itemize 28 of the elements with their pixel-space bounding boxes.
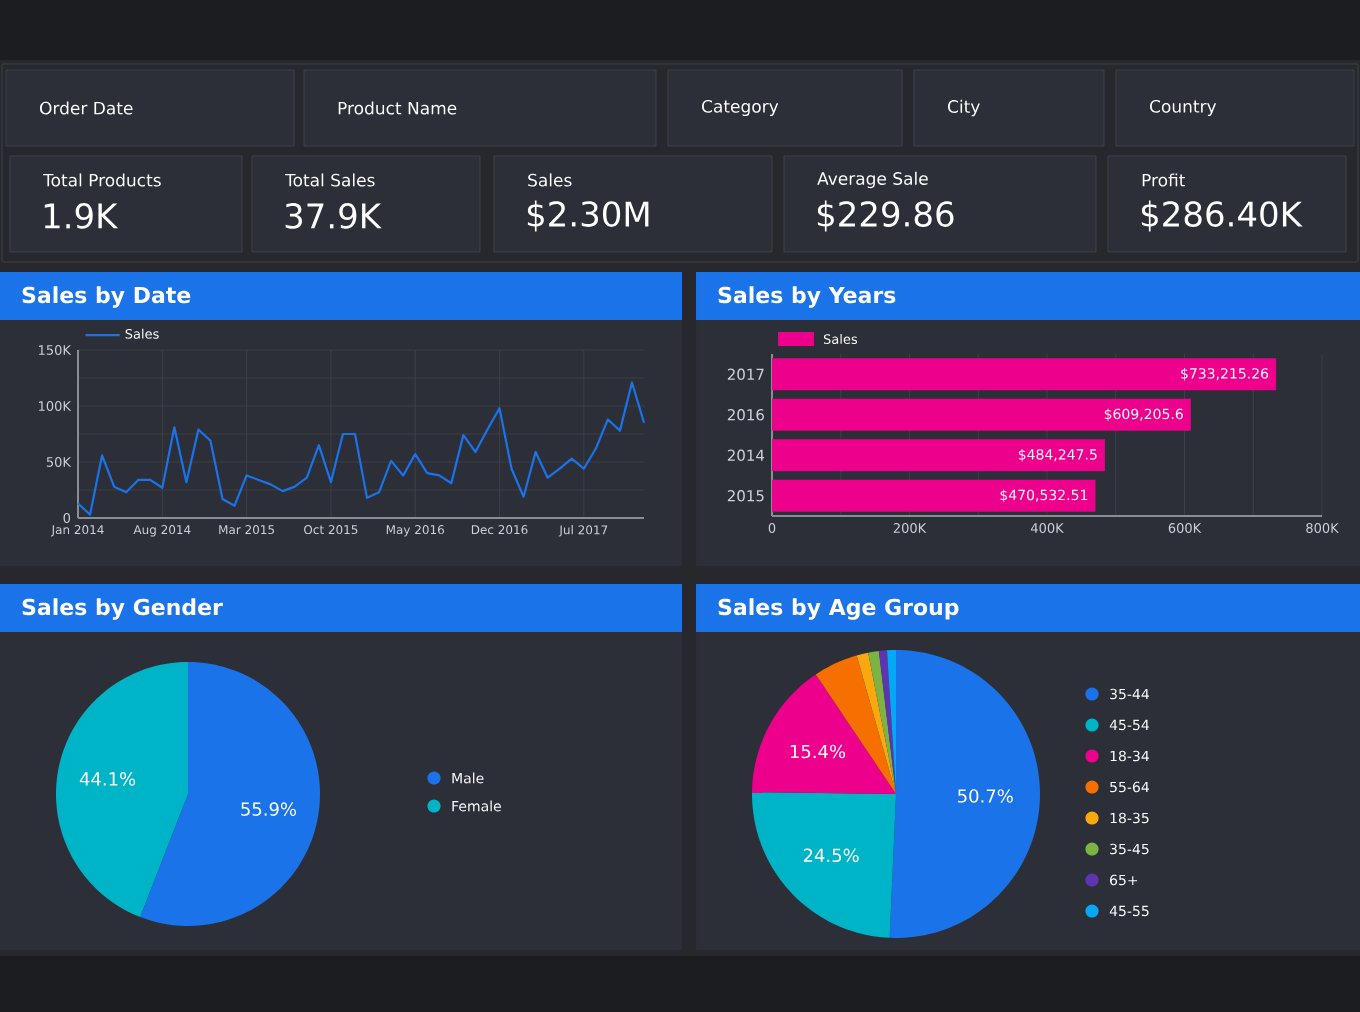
text: Product Name (338, 101, 457, 115)
text: Sales (528, 173, 572, 187)
chart-title: Sales by Age Group (718, 598, 959, 620)
bar (772, 398, 1191, 431)
text: Profit (1142, 173, 1186, 187)
chart-title: Sales by Gender (22, 598, 223, 620)
text: Average Sale (817, 171, 928, 189)
data-label: 55.9% (241, 802, 297, 816)
data-label: 44.1% (79, 772, 136, 786)
chart-title: Sales by Years (718, 286, 896, 308)
text: $286.40K (1141, 200, 1303, 232)
bar (772, 358, 1277, 391)
text: City (948, 99, 980, 117)
text: Category (702, 99, 779, 117)
data-label: 24.5% (803, 848, 859, 863)
text: Order Date (40, 101, 133, 115)
text: $229.86 (817, 200, 954, 232)
chart-title: Sales by Date (22, 286, 191, 308)
bar (772, 439, 1105, 472)
text: 37.9K (285, 203, 382, 229)
text: Total Sales (285, 173, 375, 187)
text: Total Products (43, 173, 161, 187)
text: Country (1150, 99, 1217, 117)
data-label: 15.4% (790, 744, 846, 759)
text: $2.30M (527, 200, 649, 232)
bar (772, 479, 1096, 512)
data-label: 50.7% (958, 789, 1013, 803)
text: 1.9K (44, 203, 119, 229)
